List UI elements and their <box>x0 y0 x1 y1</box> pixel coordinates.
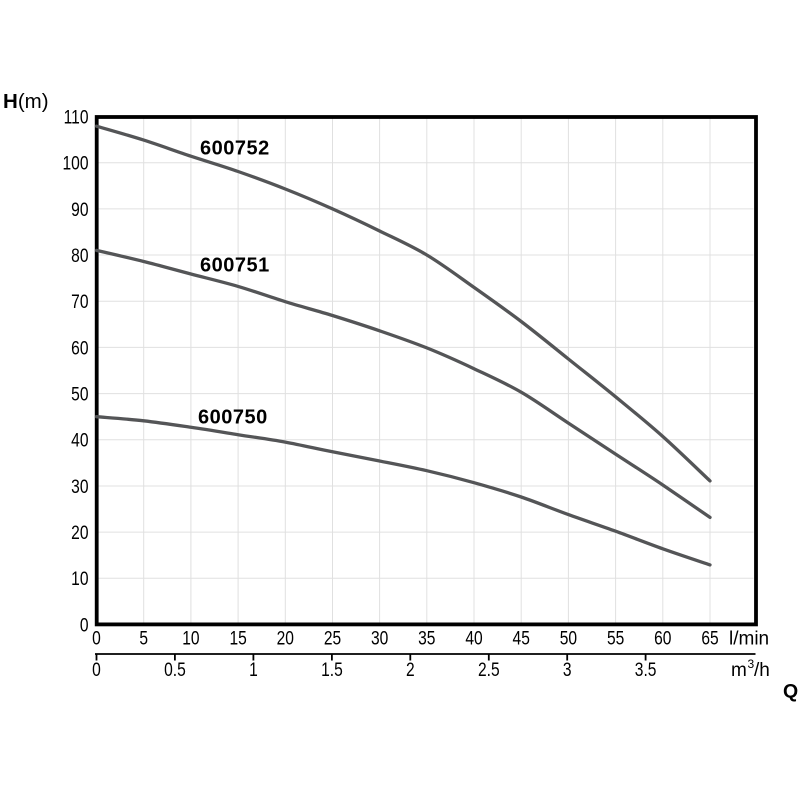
svg-text:30: 30 <box>71 475 88 497</box>
svg-text:3: 3 <box>748 657 755 671</box>
svg-text:15: 15 <box>229 627 246 649</box>
svg-text:0: 0 <box>92 627 101 649</box>
svg-text:3.5: 3.5 <box>635 659 657 681</box>
svg-text:50: 50 <box>71 383 88 405</box>
svg-text:m: m <box>731 660 747 681</box>
svg-text:Q: Q <box>783 681 798 703</box>
svg-text:60: 60 <box>654 627 671 649</box>
svg-text:65: 65 <box>701 627 718 649</box>
svg-text:2.5: 2.5 <box>478 659 500 681</box>
svg-text:20: 20 <box>71 522 88 544</box>
svg-text:20: 20 <box>277 627 294 649</box>
svg-text:90: 90 <box>71 198 88 220</box>
svg-text:10: 10 <box>71 568 88 590</box>
svg-text:600751: 600751 <box>200 255 270 277</box>
svg-text:l/min: l/min <box>729 629 769 650</box>
svg-text:110: 110 <box>64 106 89 128</box>
svg-text:25: 25 <box>324 627 341 649</box>
svg-text:30: 30 <box>371 627 388 649</box>
svg-text:70: 70 <box>71 291 88 313</box>
svg-text:0: 0 <box>92 659 101 681</box>
svg-text:100: 100 <box>63 152 89 174</box>
svg-text:40: 40 <box>71 429 88 451</box>
svg-text:45: 45 <box>513 627 530 649</box>
svg-text:1: 1 <box>249 659 258 681</box>
svg-text:55: 55 <box>607 627 624 649</box>
svg-text:/h: /h <box>754 660 770 681</box>
svg-text:50: 50 <box>560 627 577 649</box>
svg-text:35: 35 <box>418 627 435 649</box>
svg-text:0: 0 <box>80 614 89 636</box>
svg-text:2: 2 <box>406 659 415 681</box>
svg-text:5: 5 <box>139 627 148 649</box>
svg-text:0.5: 0.5 <box>164 659 186 681</box>
svg-text:600750: 600750 <box>198 407 268 429</box>
svg-text:3: 3 <box>563 659 572 681</box>
svg-text:1.5: 1.5 <box>321 659 343 681</box>
svg-text:H(m): H(m) <box>3 90 49 113</box>
svg-text:80: 80 <box>71 244 88 266</box>
svg-text:10: 10 <box>182 627 199 649</box>
svg-text:40: 40 <box>465 627 482 649</box>
svg-text:60: 60 <box>71 337 88 359</box>
svg-text:600752: 600752 <box>200 138 270 160</box>
